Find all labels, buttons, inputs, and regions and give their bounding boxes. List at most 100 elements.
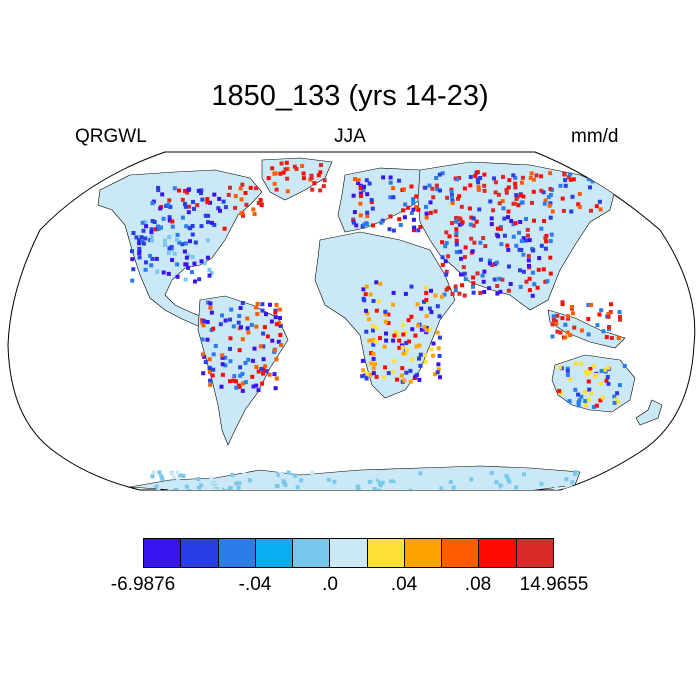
anomaly-pixel — [197, 485, 201, 490]
anomaly-pixel — [606, 381, 611, 386]
anomaly-pixel — [424, 298, 429, 302]
anomaly-pixel — [183, 202, 187, 206]
anomaly-pixel — [171, 475, 176, 480]
anomaly-pixel — [462, 293, 467, 298]
anomaly-pixel — [374, 280, 379, 285]
anomaly-pixel — [478, 257, 483, 262]
anomaly-pixel — [186, 210, 191, 215]
anomaly-pixel — [240, 388, 245, 393]
anomaly-pixel — [406, 484, 411, 489]
anomaly-pixel — [278, 171, 283, 176]
anomaly-pixel — [506, 185, 511, 190]
anomaly-pixel — [489, 222, 494, 227]
anomaly-pixel — [137, 255, 142, 260]
anomaly-pixel — [367, 181, 372, 186]
anomaly-pixel — [410, 357, 415, 362]
anomaly-pixel — [507, 178, 512, 183]
anomaly-pixel — [508, 282, 513, 286]
anomaly-pixel — [456, 196, 460, 201]
anomaly-pixel — [471, 281, 476, 286]
anomaly-pixel — [454, 238, 459, 243]
anomaly-pixel — [170, 258, 175, 262]
anomaly-pixel — [438, 188, 442, 193]
anomaly-pixel — [274, 484, 279, 489]
anomaly-pixel — [454, 231, 459, 235]
anomaly-pixel — [140, 220, 145, 225]
anomaly-pixel — [373, 339, 378, 344]
anomaly-pixel — [427, 183, 432, 188]
anomaly-pixel — [589, 391, 594, 396]
anomaly-pixel — [558, 183, 563, 188]
anomaly-pixel — [618, 317, 623, 322]
anomaly-pixel — [222, 226, 227, 231]
anomaly-pixel — [154, 484, 159, 489]
anomaly-pixel — [371, 323, 375, 328]
anomaly-pixel — [391, 479, 396, 484]
anomaly-pixel — [408, 379, 413, 384]
anomaly-pixel — [272, 181, 277, 186]
anomaly-pixel — [240, 371, 245, 376]
anomaly-pixel — [507, 264, 511, 269]
anomaly-pixel — [243, 380, 248, 385]
anomaly-pixel — [223, 205, 228, 210]
anomaly-pixel — [231, 378, 236, 383]
colorbar-tick-min: -6.9876 — [110, 574, 176, 595]
anomaly-pixel — [322, 178, 327, 183]
anomaly-pixel — [406, 318, 411, 323]
anomaly-pixel — [478, 290, 483, 295]
anomaly-pixel — [380, 480, 385, 485]
anomaly-pixel — [532, 218, 536, 223]
anomaly-pixel — [260, 302, 265, 307]
anomaly-pixel — [573, 387, 578, 392]
anomaly-pixel — [233, 194, 238, 199]
anomaly-pixel — [211, 326, 216, 331]
anomaly-pixel — [469, 485, 474, 490]
anomaly-pixel — [526, 233, 530, 238]
anomaly-pixel — [412, 228, 416, 233]
land-new-zealand — [635, 399, 663, 426]
anomaly-pixel — [232, 374, 237, 379]
anomaly-pixel — [400, 366, 405, 371]
anomaly-pixel — [358, 213, 363, 218]
anomaly-pixel — [614, 397, 619, 402]
anomaly-pixel — [267, 372, 272, 377]
anomaly-pixel — [149, 227, 154, 232]
anomaly-pixel — [274, 357, 279, 362]
anomaly-pixel — [431, 341, 436, 346]
anomaly-pixel — [604, 378, 609, 383]
anomaly-pixel — [433, 209, 438, 214]
anomaly-pixel — [274, 303, 279, 307]
anomaly-pixel — [308, 478, 312, 483]
anomaly-pixel — [576, 392, 581, 397]
anomaly-pixel — [509, 219, 514, 223]
anomaly-pixel — [570, 480, 575, 485]
anomaly-pixel — [367, 338, 372, 343]
anomaly-pixel — [238, 365, 243, 370]
anomaly-pixel — [209, 270, 214, 275]
anomaly-pixel — [258, 344, 263, 349]
anomaly-pixel — [401, 332, 406, 337]
anomaly-pixel — [532, 282, 537, 287]
anomaly-pixel — [234, 379, 238, 384]
anomaly-pixel — [208, 200, 212, 205]
anomaly-pixel — [228, 346, 232, 351]
anomaly-pixel — [273, 315, 278, 320]
anomaly-pixel — [440, 255, 445, 260]
anomaly-pixel — [446, 254, 451, 259]
anomaly-pixel — [309, 175, 314, 180]
anomaly-pixel — [193, 240, 198, 245]
anomaly-pixel — [414, 205, 418, 209]
anomaly-pixel — [274, 376, 279, 381]
anomaly-pixel — [388, 175, 393, 180]
anomaly-pixel — [409, 284, 414, 289]
anomaly-pixel — [497, 201, 502, 206]
anomaly-pixel — [542, 219, 546, 223]
anomaly-pixel — [435, 370, 440, 375]
anomaly-pixel — [531, 248, 535, 253]
anomaly-pixel — [496, 192, 501, 197]
anomaly-pixel — [417, 377, 422, 382]
anomaly-pixel — [455, 177, 460, 182]
anomaly-pixel — [398, 223, 403, 227]
anomaly-pixel — [444, 287, 449, 292]
